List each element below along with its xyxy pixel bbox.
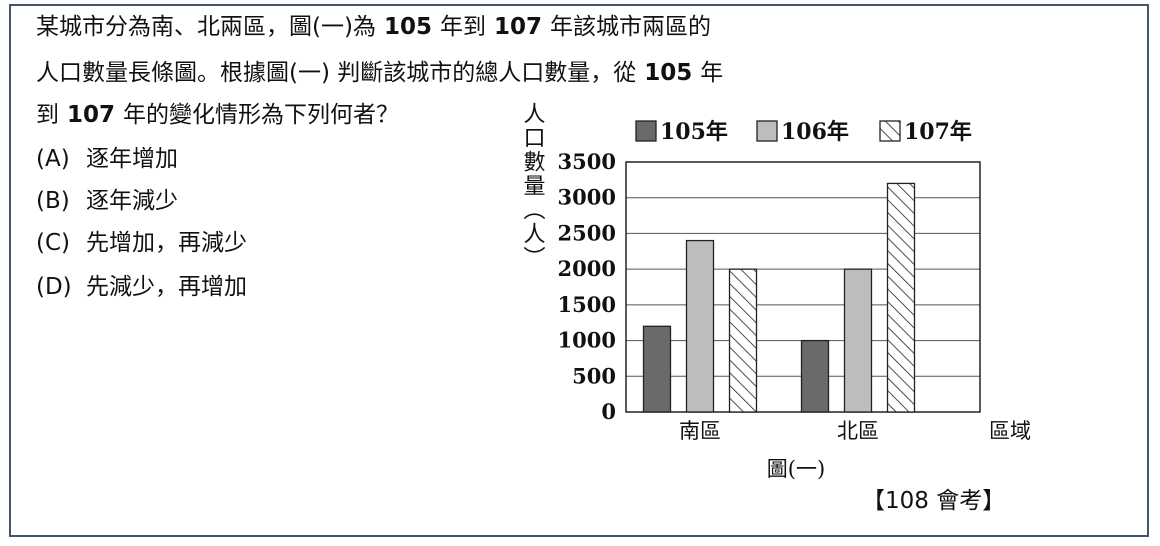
y-tick-label: 1000 bbox=[558, 328, 616, 353]
legend-swatch bbox=[635, 120, 657, 142]
y-tick-label: 3000 bbox=[558, 185, 616, 210]
question-line-1: 某城市分為南、北兩區，圖(一)為 105 年到 107 年該城市兩區的 bbox=[36, 12, 711, 42]
option-letter: (C) bbox=[36, 230, 71, 256]
question-line-2: 人口數量長條圖。根據圖(一) 判斷該城市的總人口數量，從 105 年 bbox=[36, 58, 723, 88]
bar-south-0 bbox=[642, 325, 672, 413]
question-text: 年 bbox=[700, 60, 724, 86]
question-text: 年到 bbox=[439, 14, 486, 40]
option-text: 先減少，再增加 bbox=[86, 274, 247, 300]
y-tick-label: 0 bbox=[601, 399, 616, 424]
legend-label: 107年 bbox=[904, 119, 972, 145]
bar-south-1 bbox=[685, 239, 715, 413]
option-c[interactable]: (C) 先增加，再減少 bbox=[36, 228, 247, 258]
option-letter: (D) bbox=[36, 274, 72, 300]
option-d[interactable]: (D) 先減少，再增加 bbox=[36, 272, 247, 302]
question-text: 到 bbox=[36, 102, 59, 128]
legend-swatch bbox=[756, 120, 778, 142]
option-letter: (A) bbox=[36, 146, 70, 172]
question-text: 年的變化情形為下列何者？ bbox=[123, 102, 400, 128]
chart-caption: 圖(一) bbox=[767, 457, 825, 481]
question-text: 人口數量長條圖。根據圖(一) 判斷該城市的總人口數量，從 bbox=[36, 60, 637, 86]
y-tick-label: 2500 bbox=[558, 220, 616, 245]
year-107: 107 bbox=[67, 102, 116, 128]
exam-source: 【108 會考】 bbox=[862, 488, 1006, 514]
question-line-3: 到 107 年的變化情形為下列何者？ bbox=[36, 100, 399, 130]
bar-north-1 bbox=[843, 268, 873, 413]
year-105: 105 bbox=[644, 60, 693, 86]
y-axis-label: 人口數量（人） bbox=[520, 102, 546, 270]
x-axis-label: 區域 bbox=[989, 419, 1031, 443]
year-107: 107 bbox=[493, 14, 542, 40]
option-b[interactable]: (B) 逐年減少 bbox=[36, 186, 178, 216]
y-tick-label: 1500 bbox=[558, 292, 616, 317]
bar-north-0 bbox=[800, 339, 830, 413]
question-text: 某城市分為南、北兩區，圖(一)為 bbox=[36, 14, 376, 40]
legend-swatch bbox=[879, 120, 901, 142]
option-text: 逐年減少 bbox=[86, 188, 178, 214]
option-letter: (B) bbox=[36, 188, 70, 214]
y-tick-label: 500 bbox=[572, 363, 616, 388]
option-text: 逐年增加 bbox=[86, 146, 178, 172]
x-category-label: 北區 bbox=[837, 419, 879, 443]
x-category-label: 南區 bbox=[679, 419, 721, 443]
option-a[interactable]: (A) 逐年增加 bbox=[36, 144, 178, 174]
y-tick-label: 3500 bbox=[558, 149, 616, 174]
y-tick-label: 2000 bbox=[558, 256, 616, 281]
year-105: 105 bbox=[383, 14, 432, 40]
question-text: 年該城市兩區的 bbox=[549, 14, 711, 40]
legend-label: 106年 bbox=[781, 119, 849, 145]
bar-north-2 bbox=[886, 182, 916, 413]
option-text: 先增加，再減少 bbox=[86, 230, 247, 256]
question-frame bbox=[9, 4, 1149, 537]
bar-south-2 bbox=[728, 268, 758, 413]
legend-label: 105年 bbox=[660, 119, 728, 145]
